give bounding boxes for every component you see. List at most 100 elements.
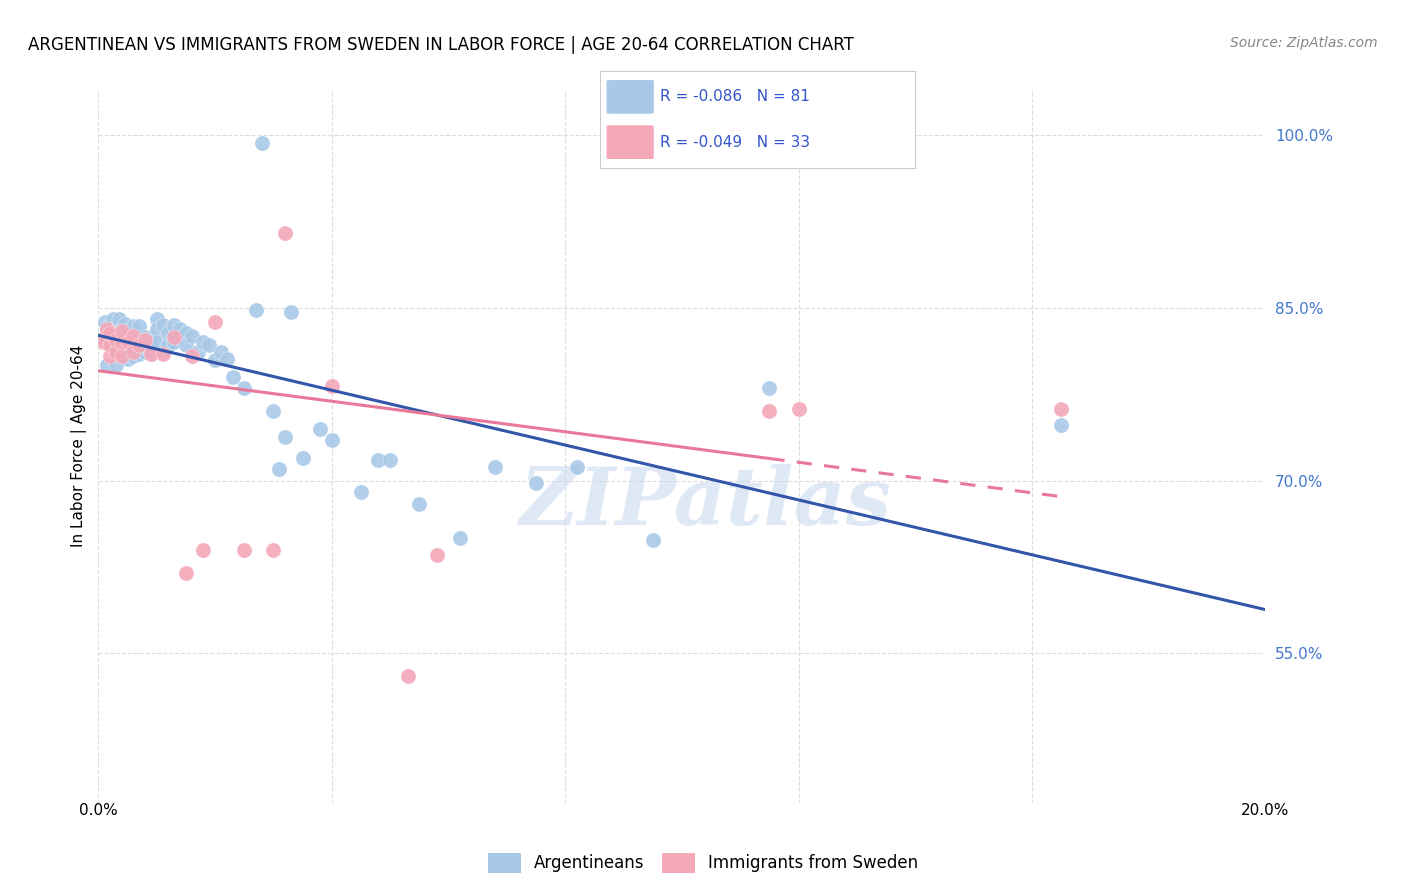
Point xyxy=(163,329,186,343)
Point xyxy=(152,347,174,361)
Point xyxy=(146,321,169,335)
Point xyxy=(209,344,232,359)
Point xyxy=(108,312,131,326)
Point xyxy=(93,331,115,345)
Point xyxy=(233,542,256,557)
Point xyxy=(309,422,332,436)
Point xyxy=(122,331,145,345)
Point xyxy=(117,324,139,338)
Point xyxy=(122,340,145,354)
Point xyxy=(98,329,121,343)
Point xyxy=(128,347,150,361)
Point xyxy=(641,533,664,548)
Point xyxy=(215,351,238,366)
Point xyxy=(269,462,291,476)
Point xyxy=(98,337,121,351)
Point xyxy=(122,349,145,363)
Point xyxy=(104,326,127,341)
Point xyxy=(111,335,134,350)
Point xyxy=(174,566,197,580)
Point xyxy=(122,319,145,334)
Point xyxy=(1050,418,1073,433)
Point xyxy=(128,328,150,343)
Point xyxy=(101,315,124,329)
Point xyxy=(262,542,284,557)
Text: ARGENTINEAN VS IMMIGRANTS FROM SWEDEN IN LABOR FORCE | AGE 20-64 CORRELATION CHA: ARGENTINEAN VS IMMIGRANTS FROM SWEDEN IN… xyxy=(28,36,853,54)
Point xyxy=(111,349,134,363)
Point xyxy=(163,318,186,333)
Y-axis label: In Labor Force | Age 20-64: In Labor Force | Age 20-64 xyxy=(72,345,87,547)
Point xyxy=(117,351,139,366)
Point xyxy=(245,303,267,318)
Point xyxy=(98,320,121,334)
Point xyxy=(93,333,115,347)
Text: 0.0%: 0.0% xyxy=(79,803,118,818)
Point xyxy=(91,335,114,350)
Point xyxy=(157,337,180,351)
Point xyxy=(163,335,186,350)
Text: 20.0%: 20.0% xyxy=(1241,803,1289,818)
Point xyxy=(350,485,373,500)
Point xyxy=(111,321,134,335)
Point xyxy=(111,337,134,351)
Point xyxy=(139,331,162,345)
Point xyxy=(117,335,139,350)
Point xyxy=(274,430,297,444)
Point xyxy=(96,359,118,373)
Point xyxy=(787,402,810,417)
Point xyxy=(139,347,162,361)
Point xyxy=(98,326,121,341)
Point xyxy=(122,344,145,359)
Point xyxy=(139,337,162,351)
Point xyxy=(98,335,121,350)
Point xyxy=(104,320,127,334)
Point xyxy=(134,344,156,359)
Point xyxy=(94,335,117,350)
Point xyxy=(396,669,419,683)
Point xyxy=(117,335,139,350)
Point xyxy=(117,343,139,357)
Point xyxy=(169,321,191,335)
Point xyxy=(98,349,121,363)
Point xyxy=(180,349,202,363)
Point xyxy=(198,337,221,351)
Point xyxy=(321,379,343,393)
Point xyxy=(128,337,150,351)
Point xyxy=(484,459,506,474)
Point xyxy=(408,497,430,511)
Point xyxy=(758,404,780,418)
Point xyxy=(146,335,169,350)
Point xyxy=(134,333,156,347)
Point xyxy=(204,352,226,367)
Point xyxy=(291,450,314,465)
Point xyxy=(104,333,127,347)
Point xyxy=(565,459,588,474)
Point xyxy=(128,319,150,334)
Point xyxy=(524,475,547,490)
Point xyxy=(280,305,302,319)
Point xyxy=(94,315,117,329)
Point xyxy=(174,337,197,351)
Point xyxy=(111,331,134,345)
Point xyxy=(174,326,197,341)
Point xyxy=(128,335,150,350)
Point xyxy=(91,335,114,350)
Point xyxy=(321,434,343,448)
Point xyxy=(367,452,389,467)
Point xyxy=(274,226,297,240)
Point xyxy=(250,136,273,151)
Point xyxy=(449,531,471,545)
Point xyxy=(380,452,402,467)
Point xyxy=(193,335,215,350)
Point xyxy=(139,347,162,361)
Point xyxy=(146,312,169,326)
Point xyxy=(262,404,284,418)
Point xyxy=(104,333,127,347)
Point xyxy=(111,324,134,338)
Point xyxy=(114,317,136,331)
Point xyxy=(134,329,156,343)
Point xyxy=(98,318,121,333)
Point xyxy=(104,344,127,359)
Point xyxy=(180,328,202,343)
Text: ZIPatlas: ZIPatlas xyxy=(519,465,891,541)
